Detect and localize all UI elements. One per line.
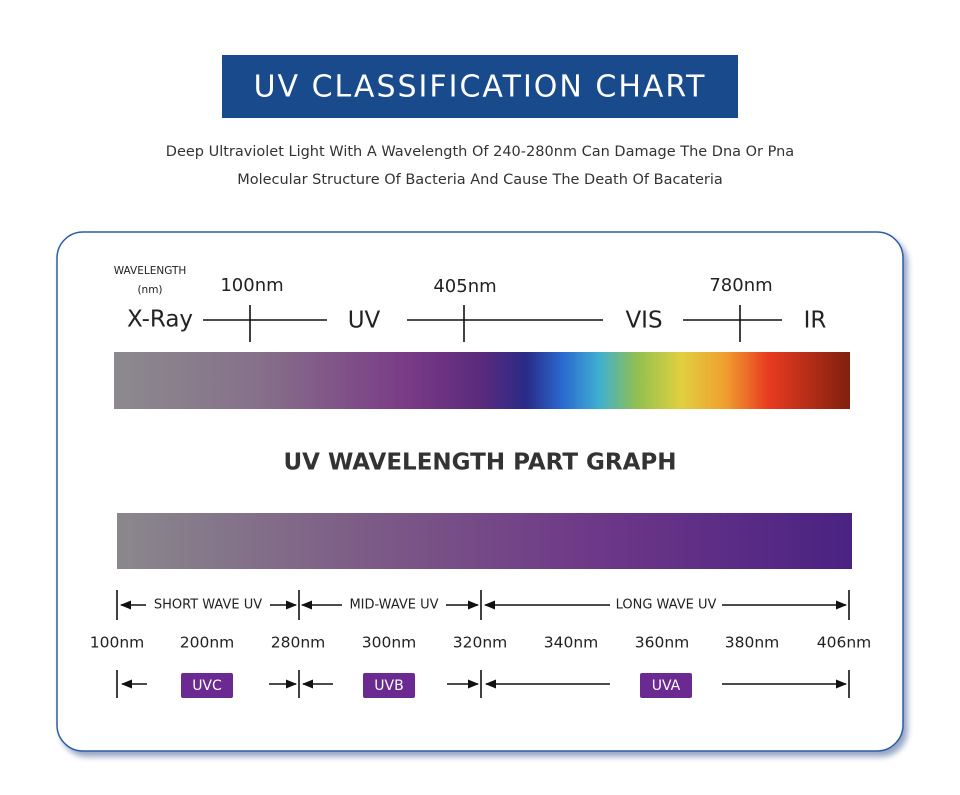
region-label: X-Ray bbox=[127, 307, 193, 333]
wavelength-label: 300nm bbox=[362, 634, 417, 652]
range-lines bbox=[116, 590, 850, 620]
band-label: UVB bbox=[374, 678, 403, 694]
uv-bar bbox=[117, 513, 852, 569]
range-label: SHORT WAVE UV bbox=[154, 598, 262, 613]
band-label: UVA bbox=[652, 678, 681, 694]
wavelength-label: 200nm bbox=[180, 634, 235, 652]
axis-label: WAVELENGTH bbox=[114, 265, 187, 277]
wavelength-label: 320nm bbox=[453, 634, 508, 652]
spectrum-bar bbox=[114, 352, 850, 409]
wavelength-labels: 100nm 200nm 280nm 300nm 320nm 340nm 360nm 380nm… bbox=[90, 634, 872, 652]
band-badge bbox=[363, 673, 415, 698]
wavelength-label: 340nm bbox=[544, 634, 599, 652]
range-label: MID-WAVE UV bbox=[349, 598, 438, 613]
region-label: IR bbox=[804, 308, 827, 334]
axis-label: (nm) bbox=[137, 284, 162, 296]
wavelength-label: 406nm bbox=[817, 634, 872, 652]
band-badge bbox=[181, 673, 233, 698]
wavelength-label: 100nm bbox=[90, 634, 145, 652]
range-label: LONG WAVE UV bbox=[616, 598, 717, 613]
region-label: VIS bbox=[625, 308, 662, 334]
wavelength-label: 380nm bbox=[725, 634, 780, 652]
band-lines bbox=[116, 670, 850, 698]
boundary-label: 405nm bbox=[433, 276, 496, 297]
band-label: UVC bbox=[192, 678, 222, 694]
subtitle: Molecular Structure Of Bacteria And Caus… bbox=[237, 172, 723, 188]
section-title: UV WAVELENGTH PART GRAPH bbox=[283, 450, 676, 476]
region-label: UV bbox=[348, 308, 381, 334]
subtitle: Deep Ultraviolet Light With A Wavelength… bbox=[166, 144, 794, 160]
wavelength-label: 360nm bbox=[635, 634, 690, 652]
scale-lines bbox=[203, 305, 782, 342]
title-banner bbox=[222, 55, 738, 118]
band-badge bbox=[640, 673, 692, 698]
boundary-label: 100nm bbox=[220, 275, 283, 296]
title: UV CLASSIFICATION CHART bbox=[254, 70, 707, 105]
boundary-label: 780nm bbox=[709, 275, 772, 296]
wavelength-label: 280nm bbox=[271, 634, 326, 652]
